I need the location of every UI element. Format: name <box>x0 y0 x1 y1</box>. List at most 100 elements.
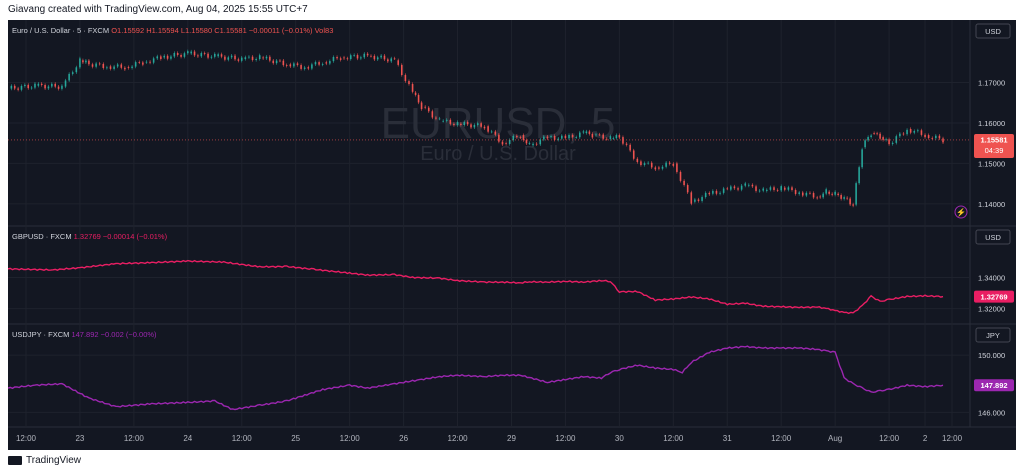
currency-button[interactable]: USD <box>975 23 1011 39</box>
time-axis-label: 12:00 <box>879 434 900 443</box>
candle-body <box>816 197 818 199</box>
candle-body <box>751 184 754 187</box>
pane-symbol-title: GBPUSD · FXCM <box>12 232 74 241</box>
candle-body <box>512 135 515 141</box>
price-tick-label: 1.15000 <box>978 159 1005 168</box>
candle-body <box>383 55 386 60</box>
candle-body <box>360 57 362 59</box>
candle-body <box>843 197 845 199</box>
candle-body <box>840 195 842 199</box>
candle-body <box>237 59 240 61</box>
candle-body <box>787 187 790 190</box>
candle-body <box>142 62 144 65</box>
candle-body <box>917 130 919 132</box>
candle-body <box>737 188 739 190</box>
candle-body <box>722 188 725 193</box>
candle-body <box>794 190 797 194</box>
candle-body <box>61 85 63 89</box>
ohlc-value: −0.00014 (−0.01%) <box>103 232 168 241</box>
candle-body <box>314 62 317 65</box>
candle-body <box>776 189 779 191</box>
series-line-gbpusd <box>8 259 944 315</box>
candle-body <box>516 135 518 138</box>
candle-body <box>519 137 522 139</box>
candle-body <box>913 131 916 133</box>
candle-body <box>213 53 216 57</box>
candle-body <box>282 60 285 66</box>
candle-body <box>131 66 133 68</box>
candle-body <box>85 60 87 63</box>
candle-body <box>683 180 685 186</box>
candle-body <box>654 167 657 170</box>
candle-body <box>525 140 528 144</box>
time-axis-label: 12:00 <box>340 434 361 443</box>
candle-body <box>393 58 396 60</box>
candle-body <box>798 192 800 194</box>
candle-body <box>508 140 511 144</box>
candle-body <box>91 64 94 67</box>
candle-body <box>240 57 243 61</box>
candle-body <box>363 53 366 58</box>
pane-title: GBPUSD · FXCM 1.32769 −0.00014 (−0.01%) <box>12 232 168 241</box>
candle-body <box>414 92 417 95</box>
candle-body <box>822 193 824 198</box>
ohlc-value: L1.15580 <box>181 26 214 35</box>
candle-body <box>640 161 642 165</box>
candle-body <box>834 191 836 195</box>
currency-button[interactable]: USD <box>975 229 1011 245</box>
candle-body <box>522 135 525 141</box>
candle-body <box>34 83 36 88</box>
candle-body <box>64 80 67 87</box>
chart-svg[interactable]: 12:00 23 12:00 24 12:00 25 12:00 26 12:00 29 12:00… <box>8 20 1016 450</box>
candle-body <box>203 53 206 54</box>
ohlc-value: Vol83 <box>315 26 334 35</box>
chart-area[interactable]: 12:00 23 12:00 24 12:00 25 12:00 26 12:00 29 12:00… <box>8 20 1016 450</box>
time-axis-label: 12:00 <box>124 434 145 443</box>
candle-body <box>160 56 162 60</box>
candle-body <box>837 193 839 196</box>
candle-body <box>51 83 53 87</box>
candle-body <box>113 66 115 69</box>
candle-body <box>248 56 250 58</box>
candle-body <box>528 143 531 144</box>
candle-body <box>424 106 426 108</box>
currency-button[interactable]: JPY <box>975 327 1011 343</box>
candle-body <box>715 190 718 194</box>
candle-body <box>262 57 264 59</box>
candle-body <box>812 193 815 198</box>
candle-body <box>116 64 119 67</box>
candle-body <box>591 133 594 138</box>
candle-body <box>303 67 306 69</box>
candle-body <box>582 131 585 133</box>
time-axis-label: 25 <box>291 434 300 443</box>
candle-body <box>390 58 393 62</box>
candle-body <box>487 126 489 132</box>
candle-body <box>870 135 872 138</box>
candle-body <box>476 123 479 125</box>
candle-body <box>376 57 379 60</box>
candle-body <box>615 135 618 139</box>
footer-bar: TradingView <box>0 450 1024 472</box>
candle-body <box>498 134 500 142</box>
candle-body <box>427 107 430 112</box>
candle-body <box>400 64 403 76</box>
tradingview-logo[interactable]: TradingView <box>8 455 81 466</box>
candle-body <box>311 64 313 69</box>
candle-body <box>134 62 137 67</box>
watermark-symbol: EURUSD, 5 <box>381 99 616 148</box>
time-axis-label: Aug <box>828 434 842 443</box>
candle-body <box>17 88 19 90</box>
candle-body <box>825 189 827 194</box>
candle-body <box>13 85 16 89</box>
candle-body <box>272 60 275 64</box>
candle-body <box>867 137 869 141</box>
candle-body <box>88 60 90 65</box>
candle-body <box>37 83 40 86</box>
candle-body <box>505 143 507 144</box>
pane-title: Euro / U.S. Dollar · 5 · FXCM O1.15592 H… <box>12 26 333 35</box>
candle-body <box>876 133 878 135</box>
candle-body <box>618 135 621 138</box>
candle-body <box>568 134 570 139</box>
candle-body <box>902 133 905 135</box>
candle-body <box>550 136 552 138</box>
